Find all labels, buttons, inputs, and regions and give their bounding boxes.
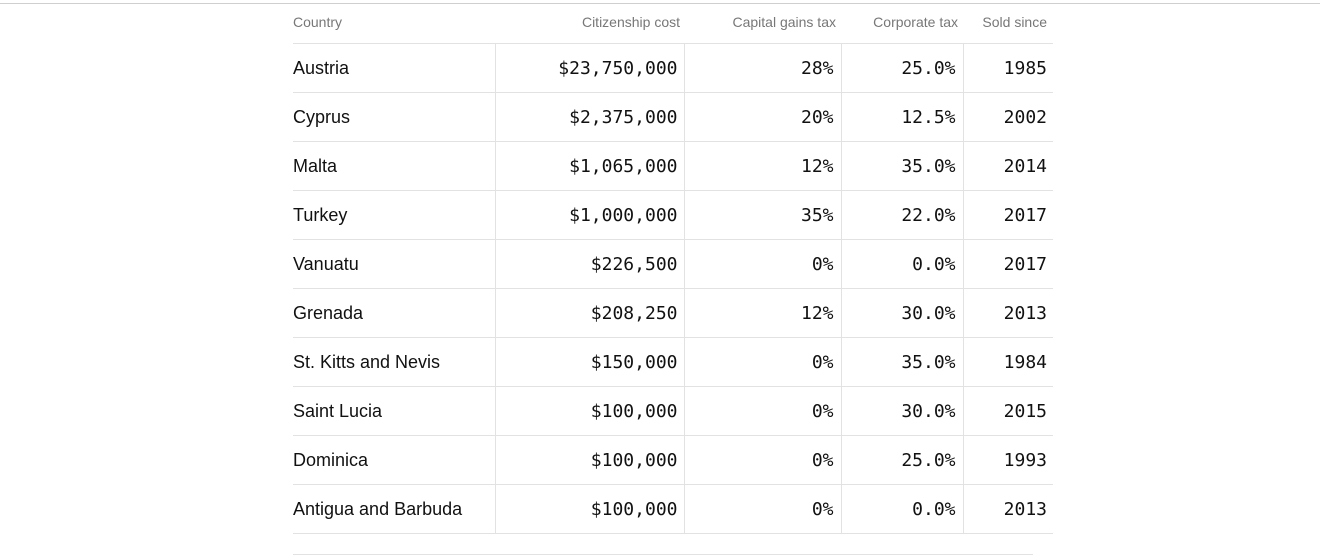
cell-sold-since: 2002: [963, 92, 1053, 142]
cell-capital-gains-tax: 28%: [684, 43, 842, 93]
table-row: Antigua and Barbuda $100,000 0% 0.0% 2013: [293, 484, 1053, 534]
cell-country: Malta: [293, 141, 496, 191]
cell-country: Cyprus: [293, 92, 496, 142]
cell-corporate-tax: 35.0%: [841, 141, 964, 191]
cell-citizenship-cost: $1,000,000: [495, 190, 685, 240]
cell-capital-gains-tax: 0%: [684, 386, 842, 436]
cell-citizenship-cost: $1,065,000: [495, 141, 685, 191]
table-header: Country Citizenship cost Capital gains t…: [293, 0, 1053, 44]
cell-sold-since: 1993: [963, 435, 1053, 485]
table-row: Vanuatu $226,500 0% 0.0% 2017: [293, 239, 1053, 289]
header-row: Country Citizenship cost Capital gains t…: [293, 0, 1053, 44]
cell-citizenship-cost: $23,750,000: [495, 43, 685, 93]
cell-corporate-tax: 0.0%: [841, 484, 964, 534]
cell-citizenship-cost: $208,250: [495, 288, 685, 338]
header-sold-since[interactable]: Sold since: [963, 0, 1053, 44]
cell-sold-since: 2015: [963, 386, 1053, 436]
table-row: Malta $1,065,000 12% 35.0% 2014: [293, 141, 1053, 191]
header-citizenship-cost[interactable]: Citizenship cost: [495, 0, 684, 44]
cell-citizenship-cost: $100,000: [495, 484, 685, 534]
cell-country: Austria: [293, 43, 496, 93]
citizenship-table: Country Citizenship cost Capital gains t…: [293, 0, 1053, 534]
cell-corporate-tax: 0.0%: [841, 239, 964, 289]
header-corporate-tax[interactable]: Corporate tax: [841, 0, 963, 44]
cell-country: Turkey: [293, 190, 496, 240]
table-row: Dominica $100,000 0% 25.0% 1993: [293, 435, 1053, 485]
cell-capital-gains-tax: 0%: [684, 337, 842, 387]
table-row: Turkey $1,000,000 35% 22.0% 2017: [293, 190, 1053, 240]
cell-country: Antigua and Barbuda: [293, 484, 496, 534]
cell-corporate-tax: 25.0%: [841, 43, 964, 93]
table-row: Cyprus $2,375,000 20% 12.5% 2002: [293, 92, 1053, 142]
cell-capital-gains-tax: 35%: [684, 190, 842, 240]
table-row: Grenada $208,250 12% 30.0% 2013: [293, 288, 1053, 338]
cell-citizenship-cost: $226,500: [495, 239, 685, 289]
cell-citizenship-cost: $100,000: [495, 386, 685, 436]
cell-sold-since: 2017: [963, 190, 1053, 240]
cell-sold-since: 2013: [963, 484, 1053, 534]
cell-corporate-tax: 25.0%: [841, 435, 964, 485]
cell-citizenship-cost: $150,000: [495, 337, 685, 387]
table-row: St. Kitts and Nevis $150,000 0% 35.0% 1984: [293, 337, 1053, 387]
table-body: Austria $23,750,000 28% 25.0% 1985 Cyprus $2,3…: [293, 43, 1053, 534]
citizenship-table-container: Country Citizenship cost Capital gains t…: [293, 0, 1053, 534]
cell-sold-since: 1984: [963, 337, 1053, 387]
table-row: Saint Lucia $100,000 0% 30.0% 2015: [293, 386, 1053, 436]
cell-capital-gains-tax: 12%: [684, 141, 842, 191]
cell-capital-gains-tax: 12%: [684, 288, 842, 338]
cell-country: Dominica: [293, 435, 496, 485]
cell-sold-since: 2014: [963, 141, 1053, 191]
cell-country: Saint Lucia: [293, 386, 496, 436]
cell-capital-gains-tax: 0%: [684, 239, 842, 289]
header-capital-gains-tax[interactable]: Capital gains tax: [684, 0, 841, 44]
table-row: Austria $23,750,000 28% 25.0% 1985: [293, 43, 1053, 93]
cell-citizenship-cost: $2,375,000: [495, 92, 685, 142]
cell-capital-gains-tax: 20%: [684, 92, 842, 142]
cell-country: St. Kitts and Nevis: [293, 337, 496, 387]
cell-corporate-tax: 12.5%: [841, 92, 964, 142]
cell-corporate-tax: 30.0%: [841, 288, 964, 338]
cell-capital-gains-tax: 0%: [684, 435, 842, 485]
cell-corporate-tax: 35.0%: [841, 337, 964, 387]
bottom-divider: [293, 554, 1033, 555]
cell-country: Grenada: [293, 288, 496, 338]
cell-sold-since: 1985: [963, 43, 1053, 93]
cell-capital-gains-tax: 0%: [684, 484, 842, 534]
cell-citizenship-cost: $100,000: [495, 435, 685, 485]
header-country[interactable]: Country: [293, 0, 495, 44]
cell-corporate-tax: 22.0%: [841, 190, 964, 240]
cell-sold-since: 2013: [963, 288, 1053, 338]
cell-sold-since: 2017: [963, 239, 1053, 289]
cell-corporate-tax: 30.0%: [841, 386, 964, 436]
cell-country: Vanuatu: [293, 239, 496, 289]
